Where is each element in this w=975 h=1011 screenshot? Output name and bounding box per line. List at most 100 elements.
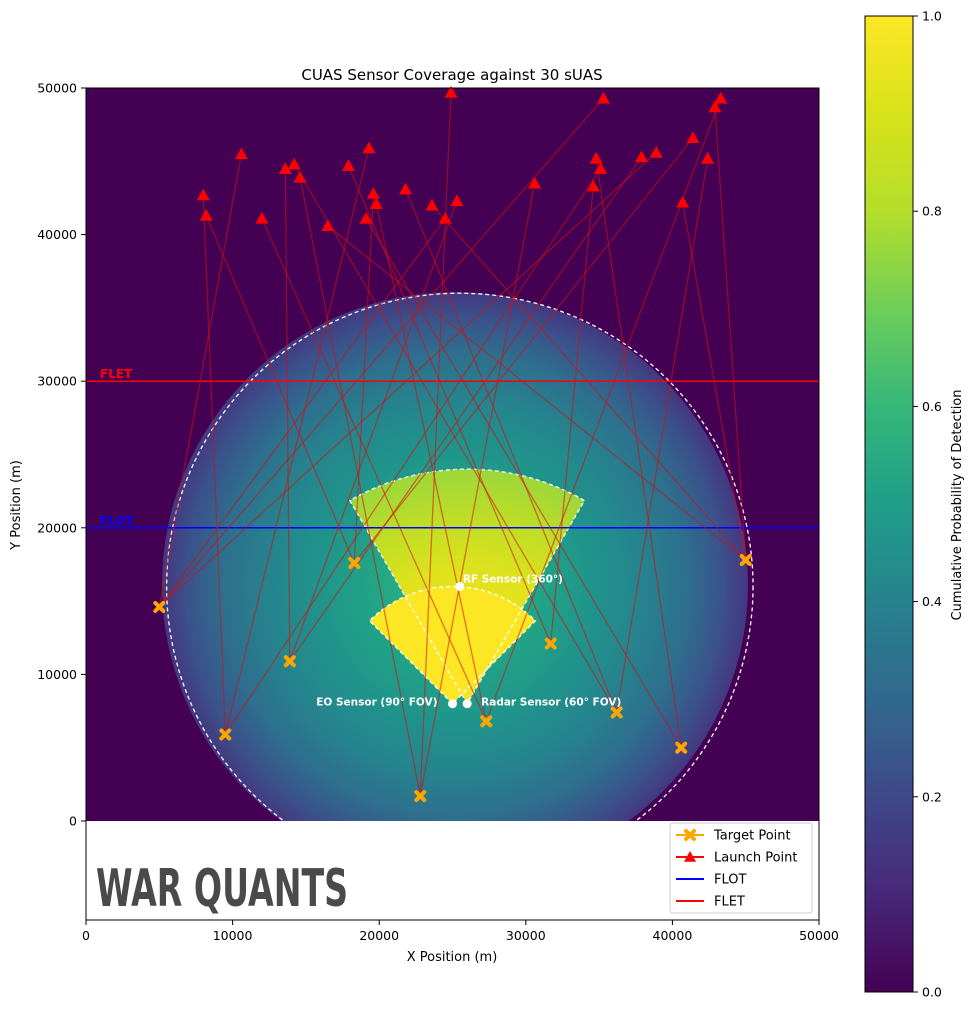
- x-tick-label: 30000: [506, 928, 546, 943]
- target-point: [675, 741, 688, 754]
- target-point: [348, 556, 361, 569]
- target-point: [283, 655, 296, 668]
- y-tick-label: 40000: [37, 227, 77, 242]
- colorbar: [864, 15, 914, 993]
- launch-point: [425, 198, 439, 211]
- launch-point: [369, 197, 383, 210]
- y-tick-label: 0: [69, 814, 77, 829]
- trajectory-line: [293, 163, 618, 713]
- trajectory-line: [353, 193, 374, 564]
- launch-point: [341, 159, 355, 171]
- colorbar-tick-label: 1.0: [922, 9, 942, 24]
- y-tick-label: 30000: [37, 374, 77, 389]
- legend-label: FLET: [714, 895, 745, 910]
- trajectory-line: [205, 215, 355, 564]
- target-point: [610, 706, 623, 719]
- trajectory-line: [419, 92, 452, 797]
- rf-coverage-boundary: [165, 292, 754, 881]
- launch-point: [686, 131, 700, 144]
- trajectory-line: [595, 158, 682, 748]
- launch-point: [714, 91, 728, 104]
- y-tick-label: 10000: [37, 667, 77, 682]
- legend-entry: Launch Point: [676, 851, 797, 866]
- trajectory-line: [682, 202, 747, 561]
- flot-line-label: FLOT: [100, 514, 135, 528]
- legend-label: Target Point: [713, 829, 791, 844]
- legend-entry: FLET: [676, 895, 745, 910]
- launch-point: [234, 147, 248, 160]
- target-point: [219, 728, 232, 741]
- reference-lines: FLOT FLET: [86, 367, 819, 529]
- target-point: [480, 715, 493, 728]
- launch-point: [589, 151, 603, 164]
- y-axis: 0 10000 20000 30000 40000 50000: [37, 81, 86, 829]
- legend-target-marker: [684, 829, 696, 841]
- trajectory-line: [550, 186, 594, 644]
- x-axis-label: X Position (m): [407, 950, 498, 965]
- launch-point: [287, 157, 301, 170]
- trajectory-line: [616, 158, 709, 713]
- launch-point: [366, 187, 380, 199]
- sensor-labels: RF Sensor (360°) Radar Sensor (60° FOV) EO…: [316, 573, 621, 708]
- trajectory-line: [158, 153, 243, 608]
- launch-point: [199, 209, 213, 221]
- launch-point: [293, 170, 307, 183]
- sensor-point: [448, 699, 457, 709]
- trajectory-line: [158, 218, 446, 608]
- legend: Target Point Launch Point FLOT FLET: [669, 822, 813, 914]
- trajectory-line: [202, 194, 226, 735]
- launch-point: [255, 211, 269, 224]
- target-point: [544, 637, 557, 650]
- trajectory-line: [289, 200, 458, 662]
- target-point: [414, 790, 427, 803]
- trajectory-line: [353, 137, 694, 564]
- legend-box: [669, 822, 813, 914]
- x-tick-label: 10000: [213, 928, 253, 943]
- colorbar-tick-label: 0.4: [922, 594, 942, 609]
- radar-coverage-boundary: [348, 468, 586, 706]
- flet-line-label: FLET: [100, 367, 133, 381]
- launch-point: [528, 176, 542, 189]
- legend-entry: Target Point: [676, 829, 791, 844]
- launch-point: [676, 195, 690, 208]
- launch-point: [438, 211, 452, 224]
- launch-point: [359, 211, 373, 224]
- launch-point: [450, 194, 464, 207]
- trajectory-line: [419, 183, 536, 797]
- x-axis: 0 10000 20000 30000 40000 50000: [82, 920, 839, 943]
- trajectory-line: [299, 177, 421, 797]
- launch-point: [362, 141, 376, 154]
- colorbar-tick-label: 0.2: [922, 789, 942, 804]
- launch-point: [586, 179, 600, 192]
- trajectory-line: [158, 152, 657, 608]
- launch-point: [399, 182, 413, 195]
- launch-point: [196, 188, 210, 201]
- colorbar-ticks: 0.0 0.2 0.4 0.6 0.8 1.0: [913, 9, 942, 1000]
- target-point: [739, 554, 752, 567]
- y-tick-label: 50000: [37, 81, 77, 96]
- sensor-point: [462, 699, 472, 709]
- colorbar-label: Cumulative Probability of Detection: [950, 390, 965, 621]
- launch-point: [701, 151, 715, 164]
- coverage-heatmap: [86, 88, 819, 821]
- trajectory-line: [404, 188, 618, 713]
- launch-point: [321, 219, 335, 232]
- y-tick-label: 20000: [37, 520, 77, 535]
- trajectory-line: [224, 147, 370, 735]
- launch-point: [649, 146, 663, 158]
- trajectory-line: [284, 168, 291, 662]
- launch-point: [596, 91, 610, 104]
- x-tick-label: 0: [82, 928, 90, 943]
- chart-title: CUAS Sensor Coverage against 30 sUAS: [301, 66, 602, 84]
- x-tick-label: 50000: [799, 928, 839, 943]
- launch-point: [594, 162, 608, 174]
- sensor-label: RF Sensor (360°): [463, 573, 563, 585]
- trajectory-line: [375, 203, 487, 722]
- sensor-label: EO Sensor (90° FOV): [316, 697, 437, 709]
- launch-point: [444, 85, 458, 98]
- sensor-label: Radar Sensor (60° FOV): [481, 697, 621, 709]
- point-markers: [153, 85, 752, 803]
- launch-point: [708, 100, 722, 113]
- colorbar-tick-label: 0.0: [922, 985, 942, 1000]
